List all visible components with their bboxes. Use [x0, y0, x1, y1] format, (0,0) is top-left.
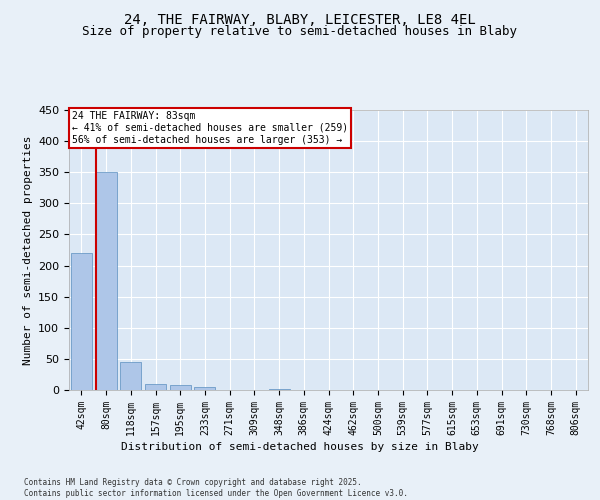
Bar [95, 172, 116, 390]
Bar [120, 362, 141, 390]
Bar [145, 384, 166, 390]
Text: Contains HM Land Registry data © Crown copyright and database right 2025.
Contai: Contains HM Land Registry data © Crown c… [24, 478, 408, 498]
Bar [71, 253, 92, 390]
Text: Size of property relative to semi-detached houses in Blaby: Size of property relative to semi-detach… [83, 25, 517, 38]
Text: 24 THE FAIRWAY: 83sqm
← 41% of semi-detached houses are smaller (259)
56% of sem: 24 THE FAIRWAY: 83sqm ← 41% of semi-deta… [71, 112, 348, 144]
Bar [194, 387, 215, 390]
Bar [269, 389, 290, 390]
Text: 24, THE FAIRWAY, BLABY, LEICESTER, LE8 4EL: 24, THE FAIRWAY, BLABY, LEICESTER, LE8 4… [124, 12, 476, 26]
Y-axis label: Number of semi-detached properties: Number of semi-detached properties [23, 135, 32, 365]
Text: Distribution of semi-detached houses by size in Blaby: Distribution of semi-detached houses by … [121, 442, 479, 452]
Bar [170, 385, 191, 390]
